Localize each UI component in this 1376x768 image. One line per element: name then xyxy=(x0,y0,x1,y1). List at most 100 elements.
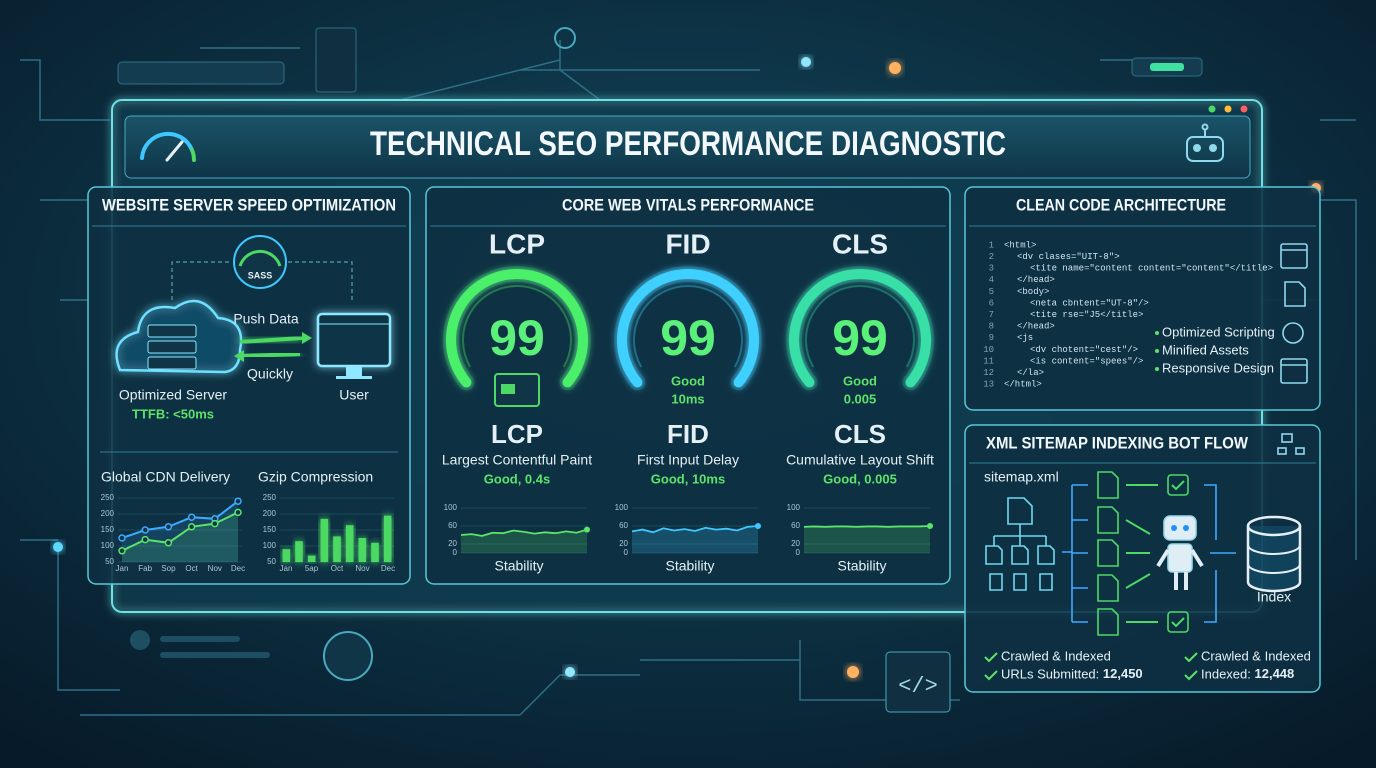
metric-name: CLS xyxy=(832,228,888,259)
metric-score: 99 xyxy=(660,310,716,366)
line-number: 6 xyxy=(989,298,994,308)
page-icon-block xyxy=(501,384,515,394)
page-title: TECHNICAL SEO PERFORMANCE DIAGNOSTIC xyxy=(370,125,1006,163)
gauge-inner xyxy=(462,285,572,368)
y-tick-label: 60 xyxy=(619,521,628,530)
arrow-label: Quickly xyxy=(247,366,293,382)
bullet xyxy=(1155,331,1159,335)
check xyxy=(1184,652,1198,663)
line-number: 11 xyxy=(983,356,994,366)
node-label: User xyxy=(339,387,369,403)
x-tick-label: Dec xyxy=(231,564,245,573)
line-number: 2 xyxy=(989,252,994,262)
circuit-decor: </> xyxy=(20,27,1357,716)
y-tick-label: 0 xyxy=(796,548,801,557)
metric-name: LCP xyxy=(489,228,545,259)
line-number: 1 xyxy=(989,240,994,250)
panel-title: CLEAN CODE ARCHITECTURE xyxy=(1016,195,1226,214)
stat-label: Crawled & Indexed xyxy=(1201,648,1311,663)
svg-text:</>: </> xyxy=(898,674,938,699)
stability-end xyxy=(584,526,590,533)
series-area xyxy=(122,501,238,562)
x-tick-label: Jan xyxy=(116,564,129,573)
bar xyxy=(282,549,291,562)
series-line xyxy=(121,500,239,539)
bar xyxy=(307,555,316,562)
gauge-status: Good xyxy=(843,373,877,388)
point xyxy=(118,547,126,555)
x-tick-label: Dec xyxy=(381,564,395,573)
gauge-ring xyxy=(789,269,931,388)
point xyxy=(187,523,196,531)
y-tick-label: 50 xyxy=(267,557,276,566)
feature: Optimized Scripting xyxy=(1162,324,1275,339)
line-number: 12 xyxy=(983,368,994,378)
stat-value: 12,450 xyxy=(1103,666,1143,681)
y-tick-label: 20 xyxy=(619,539,628,548)
stability-area xyxy=(632,526,758,553)
sitemap-panel xyxy=(964,424,1321,693)
gauge-inner xyxy=(805,285,915,368)
bar xyxy=(358,538,367,562)
code-line: <tite name="content content="content"</t… xyxy=(1030,264,1273,274)
check xyxy=(984,670,998,681)
line-number: 3 xyxy=(989,264,994,274)
code-line: <dv chotent="cest"/> xyxy=(1030,345,1138,355)
stat-label: Crawled & Indexed xyxy=(1001,648,1111,663)
title-bar xyxy=(124,115,1251,179)
speed-icon xyxy=(140,131,196,162)
y-tick-label: 200 xyxy=(263,509,277,518)
page-icon xyxy=(494,373,540,407)
stat-label: URLs Submitted: 12,450 xyxy=(1001,666,1143,681)
robot-icon xyxy=(1186,123,1224,162)
line-number: 9 xyxy=(989,333,994,343)
stability-area xyxy=(461,529,587,553)
y-tick-label: 250 xyxy=(263,493,277,502)
arrow-label: Push Data xyxy=(233,311,299,327)
y-tick-label: 0 xyxy=(453,548,458,557)
y-tick-label: 250 xyxy=(101,493,115,502)
metric-name: LCP xyxy=(491,419,543,449)
bar xyxy=(383,515,392,562)
feature: Responsive Design xyxy=(1162,360,1274,375)
line-number: 5 xyxy=(989,287,994,297)
metric-score: 99 xyxy=(489,310,545,366)
point xyxy=(234,508,242,517)
x-tick-label: Fab xyxy=(138,564,152,573)
stability-line xyxy=(631,525,759,534)
y-tick-label: 50 xyxy=(105,557,114,566)
bar xyxy=(295,541,303,562)
gauge-label: SASS xyxy=(248,270,273,280)
code-icons xyxy=(1277,243,1308,455)
stability-line xyxy=(803,525,931,528)
x-tick-label: Oct xyxy=(185,564,198,573)
y-tick-label: 150 xyxy=(101,525,115,534)
point xyxy=(187,513,196,521)
gauge-ring xyxy=(617,269,759,388)
server-illustration xyxy=(115,235,392,379)
bar xyxy=(333,536,341,562)
server-panel xyxy=(87,186,411,585)
bullet xyxy=(1155,367,1159,371)
gauge-inner xyxy=(633,285,743,368)
sitemap-flow xyxy=(985,471,1302,636)
check xyxy=(1184,670,1198,681)
gauge-status: Good xyxy=(671,373,705,388)
code-line: <is content="spees"/> xyxy=(1030,356,1143,366)
source-label: sitemap.xml xyxy=(984,469,1059,485)
code-line: <dv clases="UIT-8"> xyxy=(1017,252,1120,262)
x-tick-label: Nov xyxy=(355,564,369,573)
stability-label: Stability xyxy=(665,558,714,574)
line-number: 7 xyxy=(989,310,994,320)
check xyxy=(984,652,998,663)
point xyxy=(234,497,242,505)
code-panel xyxy=(964,186,1321,411)
point xyxy=(164,539,173,547)
ttfb-label: TTFB: <50ms xyxy=(132,406,214,421)
target-label: Index xyxy=(1257,589,1291,605)
node-label: Optimized Server xyxy=(119,387,227,403)
panel-title: CORE WEB VITALS PERFORMANCE xyxy=(562,195,814,214)
x-tick-label: Sop xyxy=(161,564,176,573)
